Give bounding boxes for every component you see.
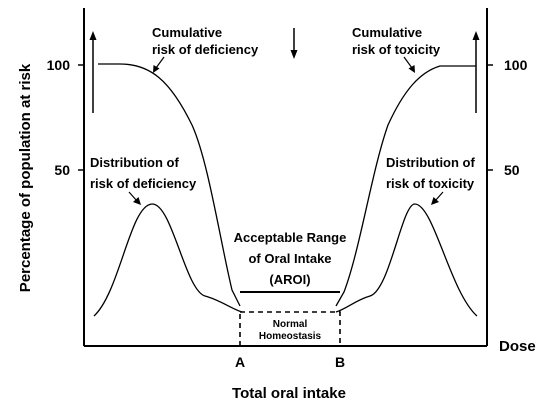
cumulative-deficiency-label-line2: risk of deficiency (152, 42, 259, 57)
tick-label-50-right: 50 (504, 162, 520, 178)
pointer-cumulative-toxicity (403, 56, 415, 73)
tick-label-100-left: 100 (47, 57, 71, 73)
pointer-distribution-toxicity (431, 191, 444, 205)
homeostasis-label-line1: Normal (273, 319, 308, 330)
aroi-label-line1: Acceptable Range (234, 230, 347, 245)
cumulative-toxicity-curve (335, 65, 476, 307)
pointer-cumulative-deficiency (153, 56, 165, 73)
y-axis-title: Percentage of population at risk (17, 63, 34, 292)
dose-label: Dose (499, 338, 536, 355)
arrow-down-center (290, 28, 298, 59)
distribution-toxicity-label-line1: Distribution of (386, 155, 475, 170)
marker-a: A (235, 354, 245, 370)
distribution-toxicity-curve (335, 203, 478, 317)
normal-homeostasis-box (239, 311, 341, 347)
cumulative-toxicity-label-line2: risk of toxicity (352, 42, 441, 57)
cumulative-deficiency-curve (98, 63, 241, 307)
distribution-deficiency-label-line2: risk of deficiency (90, 176, 197, 191)
cumulative-deficiency-label-line1: Cumulative (152, 25, 222, 40)
aroi-label-line2: of Oral Intake (248, 251, 331, 266)
marker-b: B (335, 354, 345, 370)
distribution-deficiency-label-line1: Distribution of (90, 155, 179, 170)
tick-label-100-right: 100 (504, 57, 528, 73)
x-axis-title: Total oral intake (232, 385, 346, 402)
distribution-toxicity-label-line2: risk of toxicity (386, 176, 475, 191)
pointer-distribution-deficiency (128, 191, 141, 205)
tick-label-50-left: 50 (54, 162, 70, 178)
homeostasis-label-line2: Homeostasis (259, 331, 322, 342)
cumulative-toxicity-label-line1: Cumulative (352, 25, 422, 40)
aroi-label-line3: (AROI) (269, 272, 310, 287)
distribution-deficiency-curve (93, 203, 243, 317)
arrow-up-right (472, 31, 480, 113)
arrow-up-left (89, 31, 97, 113)
